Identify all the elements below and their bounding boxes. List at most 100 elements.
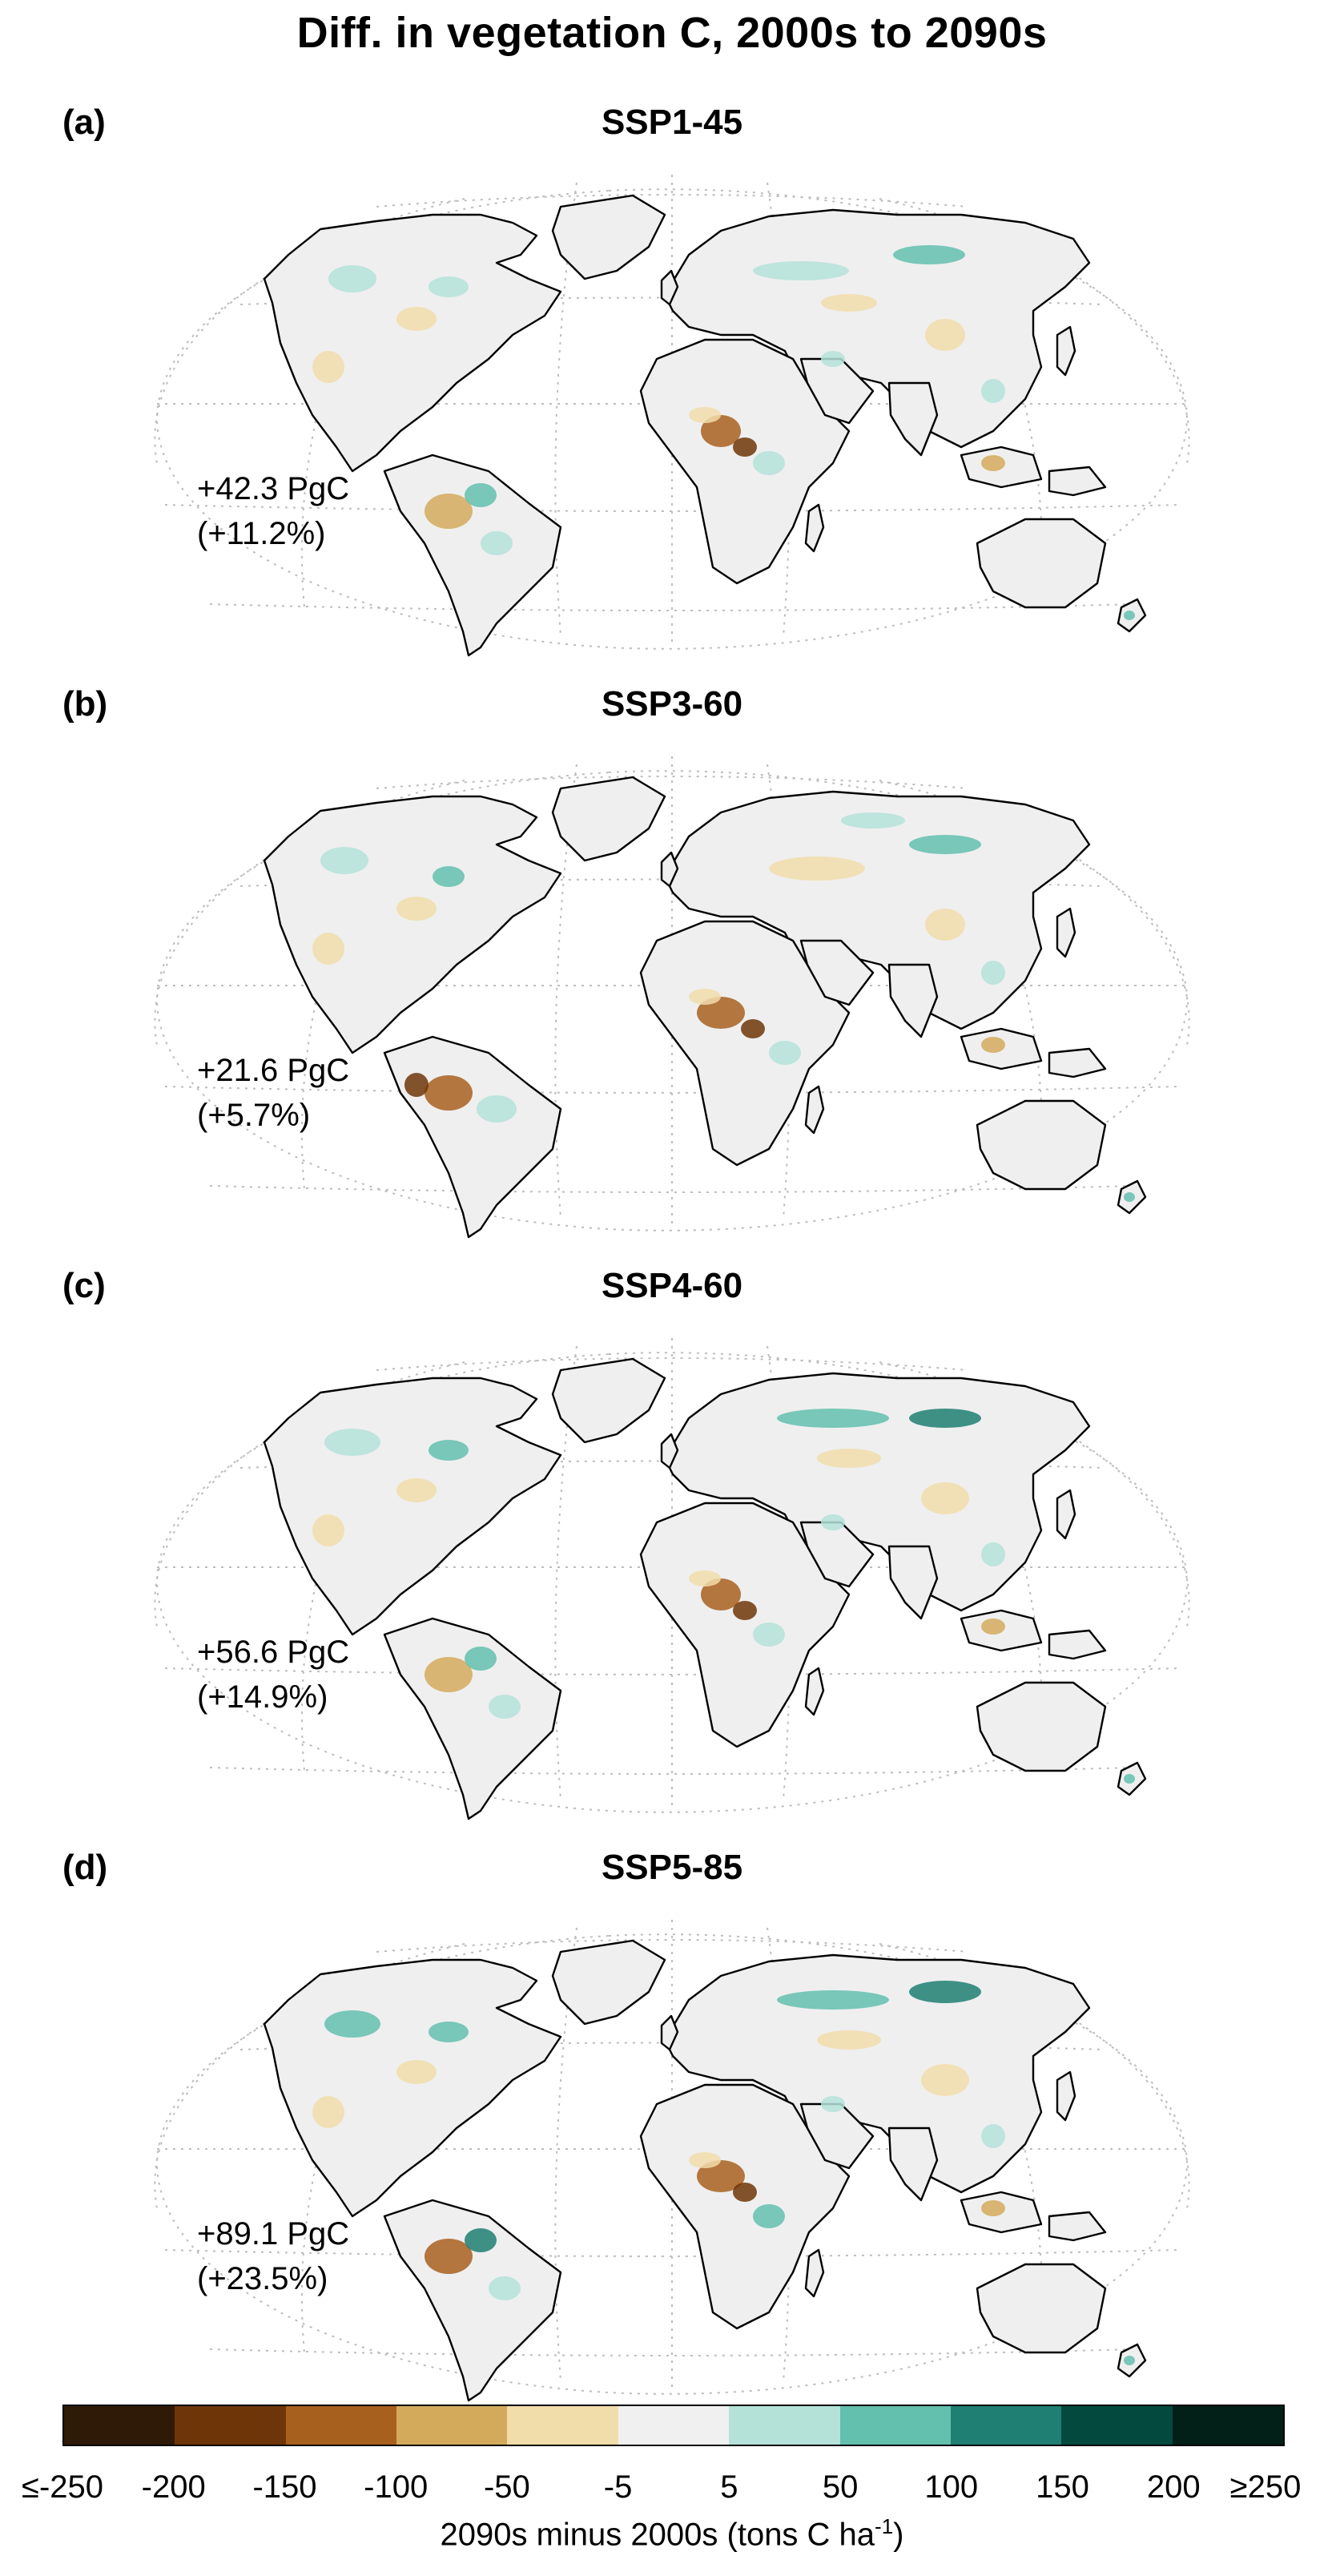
map-panel-ssp3-60: (b) SSP3-60 +21.6 PgC (+5.7%) (0, 676, 1344, 1258)
total-change-percent: (+14.9%) (197, 1679, 328, 1715)
world-map (154, 1918, 1190, 2402)
vegetation-change-patch (821, 1514, 845, 1530)
vegetation-change-patch (689, 2152, 721, 2168)
vegetation-change-patch (753, 2204, 785, 2228)
vegetation-change-patch (981, 1037, 1005, 1053)
colorbar-swatch (618, 2406, 730, 2445)
vegetation-change-patch (777, 1409, 889, 1428)
vegetation-change-patch (477, 1095, 517, 1123)
vegetation-change-patch (741, 1019, 765, 1038)
vegetation-change-patch (817, 1449, 881, 1468)
vegetation-change-patch (925, 319, 965, 351)
vegetation-change-patch (320, 847, 368, 874)
vegetation-change-patch (981, 2200, 1005, 2216)
colorbar-swatch (175, 2406, 286, 2445)
total-change-value: +89.1 PgC (197, 2216, 350, 2251)
vegetation-change-patch (465, 2228, 497, 2252)
vegetation-change-patch (465, 1647, 497, 1671)
vegetation-change-patch (429, 1440, 469, 1461)
world-map (154, 173, 1190, 657)
vegetation-change-patch (689, 989, 721, 1005)
colorbar-tick-label: -150 (252, 2469, 317, 2505)
colorbar-swatch (1172, 2406, 1283, 2445)
vegetation-change-patch (396, 897, 437, 921)
colorbar-label-exponent: -1 (875, 2514, 894, 2538)
vegetation-change-patch (769, 1041, 801, 1065)
vegetation-change-patch (1124, 1192, 1135, 1202)
vegetation-diff-layer (312, 1981, 1135, 2365)
vegetation-change-patch (925, 909, 965, 941)
colorbar-tick-label: ≤-250 (21, 2469, 104, 2505)
colorbar-tick-label: -5 (603, 2469, 633, 2505)
total-change-value: +21.6 PgC (197, 1053, 350, 1088)
total-change-annotation: +21.6 PgC (+5.7%) (197, 1048, 349, 1138)
vegetation-change-patch (769, 857, 865, 881)
colorbar-label-close: ) (893, 2517, 904, 2553)
vegetation-change-patch (396, 2060, 437, 2084)
vegetation-change-patch (489, 2276, 521, 2300)
vegetation-change-patch (921, 2064, 969, 2096)
total-change-percent: (+5.7%) (197, 1098, 311, 1133)
colorbar-tick-label: 50 (822, 2469, 859, 2505)
total-change-annotation: +89.1 PgC (+23.5%) (197, 2211, 349, 2301)
world-map-svg (154, 1336, 1190, 1820)
total-change-percent: (+23.5%) (197, 2261, 328, 2296)
vegetation-diff-layer (312, 1409, 1135, 1784)
vegetation-change-patch (1124, 611, 1135, 620)
vegetation-change-patch (689, 407, 721, 423)
colorbar-tick-label: -200 (141, 2469, 206, 2505)
vegetation-change-patch (425, 1657, 473, 1692)
vegetation-change-patch (753, 451, 785, 475)
vegetation-change-patch (909, 1409, 981, 1428)
colorbar-tick-label: -50 (483, 2469, 530, 2505)
vegetation-change-patch (396, 1478, 437, 1502)
colorbar-label-main: 2090s minus 2000s (tons C ha (440, 2517, 875, 2553)
vegetation-change-patch (821, 351, 845, 367)
panel-title: SSP4-60 (601, 1266, 743, 1305)
colorbar-swatch (729, 2406, 840, 2445)
vegetation-change-patch (312, 2096, 344, 2128)
colorbar-tick-label: 5 (720, 2469, 738, 2505)
map-panel-ssp5-85: (d) SSP5-85 +89.1 PgC (+23.5%) (0, 1840, 1344, 2421)
vegetation-change-patch (465, 483, 497, 507)
vegetation-change-patch (1124, 1774, 1135, 1784)
vegetation-change-patch (701, 415, 741, 447)
vegetation-change-patch (893, 245, 965, 264)
vegetation-change-patch (981, 1619, 1005, 1635)
colorbar-swatch (839, 2406, 951, 2445)
colorbar-axis-label: 2090s minus 2000s (tons C ha-1) (0, 2514, 1344, 2553)
world-map-svg (154, 1918, 1190, 2402)
figure-title: Diff. in vegetation C, 2000s to 2090s (296, 9, 1048, 57)
vegetation-change-patch (697, 2160, 745, 2192)
map-panel-ssp1-45: (a) SSP1-45 +42.3 PgC (+11.2%) (0, 95, 1344, 676)
total-change-annotation: +42.3 PgC (+11.2%) (197, 466, 349, 556)
vegetation-change-patch (312, 933, 344, 965)
world-map-svg (154, 173, 1190, 657)
vegetation-change-patch (489, 1695, 521, 1719)
vegetation-change-patch (425, 494, 473, 529)
total-change-value: +56.6 PgC (197, 1635, 350, 1670)
panel-letter: (b) (62, 684, 108, 724)
vegetation-change-patch (733, 2183, 757, 2202)
vegetation-change-patch (841, 812, 905, 828)
vegetation-change-patch (404, 1073, 429, 1097)
panel-title: SSP1-45 (601, 103, 743, 142)
vegetation-diff-layer (312, 245, 1135, 620)
vegetation-change-patch (981, 455, 1005, 471)
panel-letter: (c) (62, 1266, 106, 1305)
vegetation-change-patch (701, 1578, 741, 1611)
vegetation-change-patch (697, 997, 745, 1029)
vegetation-change-patch (909, 1981, 981, 2003)
colorbar-tick-label: ≥250 (1229, 2469, 1302, 2505)
vegetation-change-patch (981, 379, 1005, 403)
vegetation-change-patch (312, 351, 344, 383)
vegetation-change-patch (909, 835, 981, 854)
vegetation-change-patch (921, 1482, 969, 1514)
vegetation-change-patch (433, 866, 465, 887)
vegetation-change-patch (429, 2022, 469, 2042)
vegetation-change-patch (425, 2239, 473, 2274)
colorbar-swatch (396, 2406, 508, 2445)
vegetation-change-patch (1124, 2356, 1135, 2365)
colorbar-tick-label: -100 (364, 2469, 429, 2505)
vegetation-change-patch (821, 294, 877, 312)
